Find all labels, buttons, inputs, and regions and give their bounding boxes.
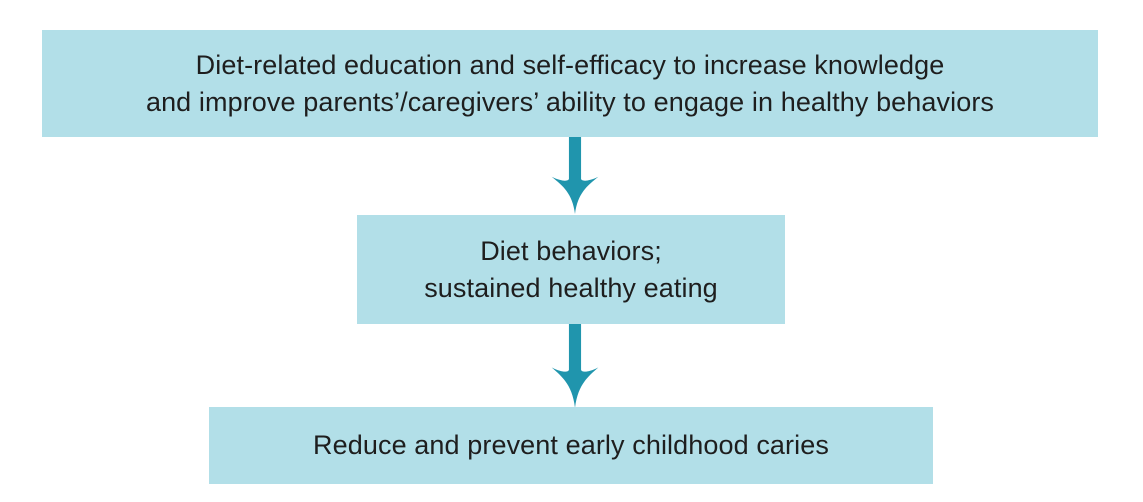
box-diet-behaviors-text: Diet behaviors; sustained healthy eating: [424, 235, 718, 303]
box-diet-education: Diet-related education and self-efficacy…: [42, 30, 1098, 137]
down-arrow-icon: [551, 324, 599, 408]
box-diet-education-text: Diet-related education and self-efficacy…: [145, 49, 995, 117]
box-diet-behaviors: Diet behaviors; sustained healthy eating: [357, 215, 785, 324]
box-outcome-text: Reduce and prevent early childhood carie…: [313, 430, 829, 460]
box-outcome: Reduce and prevent early childhood carie…: [209, 407, 933, 484]
down-arrow-icon: [551, 137, 599, 214]
